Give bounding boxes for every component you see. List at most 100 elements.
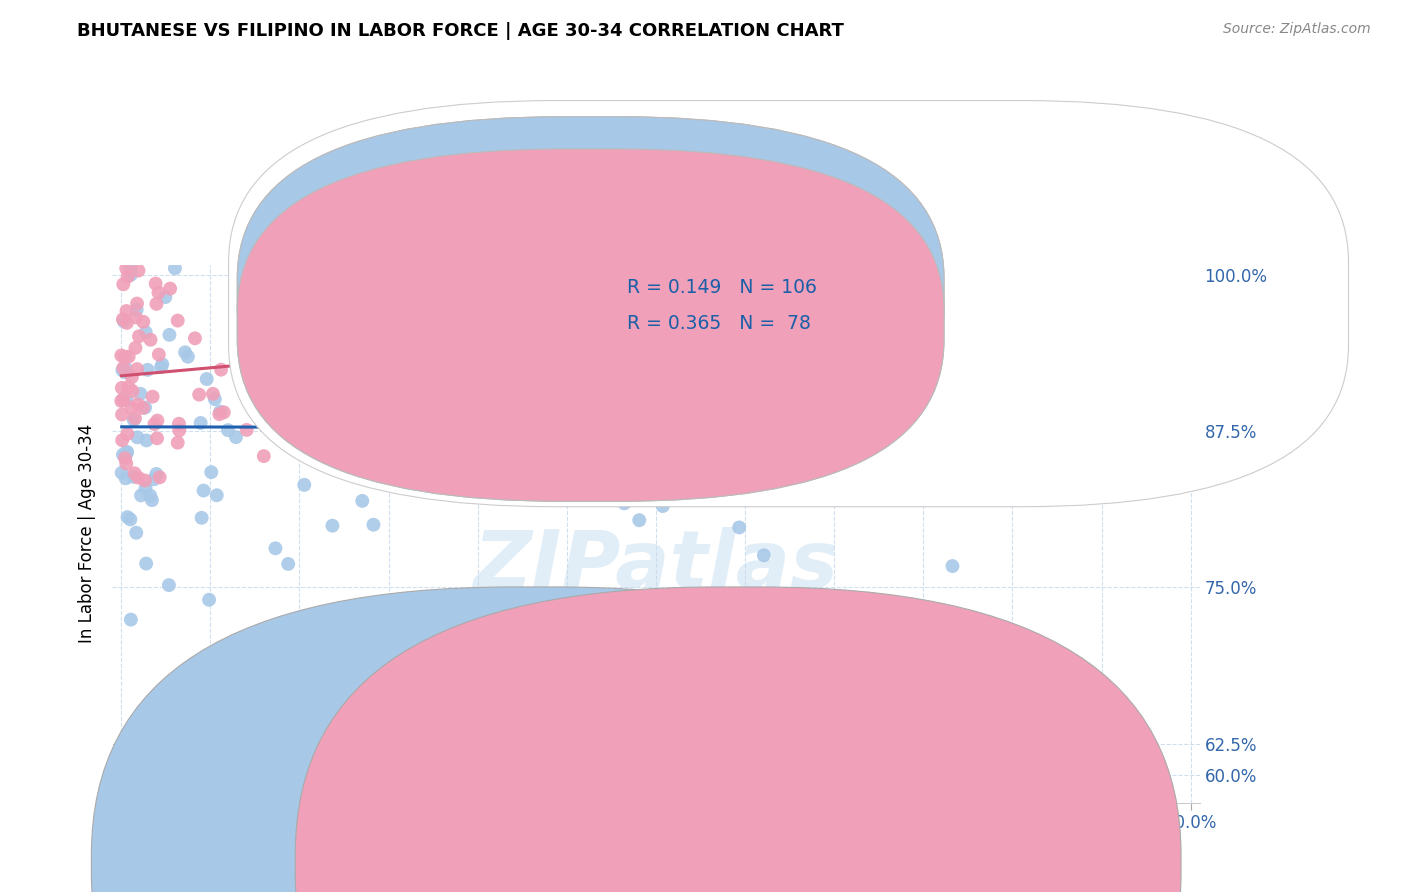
Point xyxy=(262,319,284,334)
Point xyxy=(114,451,136,466)
Point xyxy=(166,313,188,327)
Point xyxy=(150,360,173,375)
Point xyxy=(129,488,152,502)
Point xyxy=(114,450,136,464)
Point xyxy=(728,520,751,534)
Point xyxy=(112,314,135,328)
Point xyxy=(115,316,138,330)
Point xyxy=(132,401,155,415)
Point xyxy=(145,277,167,291)
Point xyxy=(112,392,135,407)
Point xyxy=(125,362,148,376)
Point xyxy=(814,420,837,434)
Point xyxy=(174,345,197,359)
Point xyxy=(115,304,138,318)
Point xyxy=(110,394,132,409)
Point xyxy=(135,481,157,495)
Point xyxy=(209,404,232,418)
Point xyxy=(603,416,626,430)
Point xyxy=(115,392,138,407)
Point xyxy=(155,290,177,304)
Point xyxy=(127,397,149,411)
Text: BHUTANESE VS FILIPINO IN LABOR FORCE | AGE 30-34 CORRELATION CHART: BHUTANESE VS FILIPINO IN LABOR FORCE | A… xyxy=(77,22,844,40)
Point xyxy=(150,357,173,371)
Point xyxy=(872,392,894,407)
Point xyxy=(350,283,373,297)
Point xyxy=(283,384,305,399)
Point xyxy=(188,387,211,401)
Point xyxy=(842,407,865,421)
Point xyxy=(120,268,142,282)
Point xyxy=(117,510,139,524)
Point xyxy=(266,342,288,356)
Point xyxy=(120,613,142,627)
Point xyxy=(167,417,190,431)
Point xyxy=(129,386,152,401)
Point xyxy=(117,426,139,441)
Y-axis label: In Labor Force | Age 30-34: In Labor Force | Age 30-34 xyxy=(79,424,96,643)
Point xyxy=(340,341,363,355)
Point xyxy=(834,379,856,393)
Point xyxy=(291,261,314,276)
Point xyxy=(571,277,593,292)
Point xyxy=(143,472,166,486)
Point xyxy=(436,318,458,333)
Point xyxy=(146,414,169,428)
Point xyxy=(322,450,344,464)
Point xyxy=(707,425,730,440)
Point xyxy=(163,261,186,276)
Point xyxy=(122,470,145,484)
Point xyxy=(111,448,134,462)
Point xyxy=(121,370,143,384)
Point xyxy=(115,446,138,460)
Point xyxy=(628,513,651,527)
Point xyxy=(235,423,257,437)
Text: R = 0.365   N =  78: R = 0.365 N = 78 xyxy=(627,314,810,334)
Point xyxy=(112,360,135,375)
Point xyxy=(139,333,162,347)
Point xyxy=(352,415,374,429)
Point xyxy=(148,348,170,362)
Point xyxy=(308,390,330,404)
Point xyxy=(157,578,180,592)
Point xyxy=(437,261,460,276)
Point xyxy=(631,420,654,434)
Point xyxy=(141,493,163,508)
Point xyxy=(370,449,392,463)
Point xyxy=(142,390,165,404)
FancyBboxPatch shape xyxy=(229,101,1348,507)
Point xyxy=(1022,479,1045,493)
Point xyxy=(111,312,134,326)
FancyBboxPatch shape xyxy=(238,149,943,501)
Point xyxy=(117,380,139,394)
Point xyxy=(124,467,146,481)
Point xyxy=(747,375,769,389)
Point xyxy=(613,496,636,510)
Point xyxy=(120,512,142,526)
Point xyxy=(808,348,831,362)
Point xyxy=(111,434,134,448)
Point xyxy=(354,261,377,276)
Point xyxy=(942,451,965,466)
Point xyxy=(352,494,374,508)
Point xyxy=(321,445,343,459)
Point xyxy=(111,466,134,480)
Point xyxy=(673,319,696,334)
Point xyxy=(335,387,357,401)
Point xyxy=(120,261,142,276)
Point xyxy=(146,431,169,445)
Point xyxy=(120,401,142,415)
Point xyxy=(190,416,212,430)
Point xyxy=(257,349,280,363)
Text: R = 0.149   N = 106: R = 0.149 N = 106 xyxy=(627,278,817,297)
Point xyxy=(855,421,877,435)
Point xyxy=(321,518,343,533)
Point xyxy=(184,331,207,345)
Point xyxy=(125,296,148,310)
Point xyxy=(148,285,170,300)
Point xyxy=(651,499,673,513)
Point xyxy=(449,348,471,362)
Point xyxy=(292,478,315,492)
Point xyxy=(111,381,134,395)
Point xyxy=(149,470,172,484)
